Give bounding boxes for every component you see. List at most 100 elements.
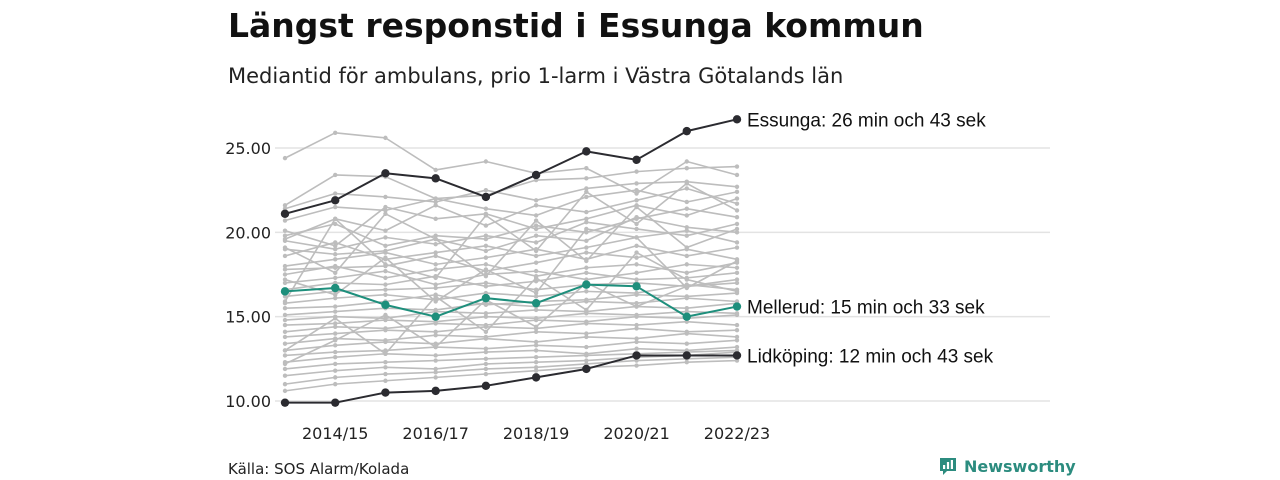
- background-series-line-point: [584, 226, 589, 232]
- background-series-line-point: [433, 321, 438, 326]
- series-essunga-point: [632, 155, 641, 165]
- background-series-line-point: [433, 358, 438, 363]
- background-series-line-point: [533, 253, 539, 259]
- background-series-line-point: [734, 172, 740, 178]
- background-series-line-point: [634, 181, 639, 186]
- background-series-line-line: [284, 216, 738, 256]
- background-series-line-line: [284, 278, 738, 298]
- background-series-line-line: [284, 197, 738, 247]
- series-lidköping-point: [682, 351, 691, 360]
- background-series-line-point: [734, 240, 740, 245]
- background-series-line-point: [433, 199, 438, 205]
- series-mellerud-point: [431, 312, 440, 321]
- series-mellerud-point: [682, 312, 691, 321]
- background-series-line-point: [734, 214, 740, 220]
- background-series-line-point: [734, 277, 740, 282]
- background-series-line-point: [282, 322, 288, 328]
- background-series-line-point: [533, 329, 539, 335]
- background-series-line-point: [634, 314, 639, 319]
- series-mellerud-point: [331, 283, 340, 293]
- background-series-line-point: [584, 258, 589, 264]
- background-series-line-point: [483, 262, 489, 267]
- background-series-line-point: [282, 366, 288, 372]
- background-series-line-point: [533, 307, 539, 313]
- background-series-line-point: [433, 370, 438, 375]
- x-tick-label: 2018/19: [503, 424, 569, 443]
- background-series-line-point: [634, 300, 639, 306]
- background-series-line-point: [483, 346, 489, 351]
- background-series-line-line: [284, 245, 738, 267]
- background-series-line-point: [634, 235, 639, 240]
- series-essunga: [280, 115, 742, 218]
- background-series-line-point: [634, 214, 639, 220]
- series-annotations: Essunga: 26 min och 43 sek Mellerud: 15 m…: [747, 110, 994, 367]
- background-series-line-point: [333, 252, 338, 257]
- background-series-line-point: [383, 292, 388, 297]
- background-series-line-point: [533, 290, 539, 296]
- background-series-line-line: [284, 332, 738, 352]
- background-series-line-point: [282, 253, 288, 259]
- background-series-line-point: [483, 314, 489, 319]
- x-tick-label: 2020/21: [603, 424, 669, 443]
- series-essunga-point: [381, 169, 390, 178]
- background-series-line-point: [433, 267, 438, 272]
- background-series-line: [282, 243, 740, 269]
- background-series-line-point: [584, 220, 589, 225]
- background-series-line-point: [734, 289, 740, 294]
- background-series-line-point: [333, 275, 338, 281]
- background-series-line-point: [684, 262, 689, 267]
- background-series-line-point: [684, 213, 689, 218]
- newsworthy-logo-icon: [940, 458, 956, 475]
- series-mellerud-point: [280, 287, 290, 296]
- background-series-line-point: [533, 268, 539, 274]
- background-series-line-line: [284, 356, 738, 385]
- background-series-line-point: [634, 221, 639, 227]
- x-tick-label: 2014/15: [302, 424, 368, 443]
- background-series-line-point: [433, 341, 438, 346]
- background-series-line-point: [433, 329, 438, 335]
- series-essunga-point: [682, 126, 691, 136]
- background-series-line-point: [584, 245, 589, 250]
- background-series-line-point: [282, 218, 288, 223]
- background-series-line-point: [282, 341, 288, 346]
- background-series-line-point: [333, 292, 338, 297]
- series-lidköping-point: [582, 364, 591, 374]
- background-series-line-point: [282, 272, 288, 277]
- brand: Newsworthy: [938, 456, 1076, 476]
- background-series-line-point: [383, 317, 388, 323]
- background-series-line: [282, 130, 740, 196]
- background-series-line-point: [533, 213, 539, 218]
- background-series-line: [282, 338, 740, 358]
- highlighted-series: [280, 115, 742, 407]
- background-series-line-point: [282, 373, 288, 378]
- background-series-line-point: [634, 336, 639, 341]
- background-series-line-point: [433, 262, 438, 267]
- background-series-line-point: [333, 172, 338, 178]
- background-series-line-point: [483, 213, 489, 218]
- background-series-line-point: [383, 339, 388, 345]
- background-series-line-point: [734, 270, 740, 276]
- background-series-line-point: [584, 331, 589, 336]
- series-lidköping-point: [732, 351, 742, 360]
- background-series-line-line: [284, 272, 738, 291]
- background-series-line-point: [282, 361, 288, 367]
- background-series-line-point: [333, 130, 338, 136]
- background-series-line-point: [383, 268, 388, 274]
- background-series-line-point: [684, 245, 689, 250]
- background-series-line-point: [333, 349, 338, 355]
- background-series-line-point: [584, 265, 589, 270]
- background-series-line-point: [634, 198, 639, 203]
- background-series-line-line: [284, 320, 738, 338]
- background-series-line-point: [433, 241, 438, 247]
- background-series-line-point: [634, 250, 639, 255]
- background-series-line-line: [284, 189, 738, 222]
- background-series-line-point: [634, 277, 639, 282]
- background-series-line-point: [634, 322, 639, 328]
- background-series-line-point: [634, 270, 639, 276]
- background-series-line-point: [433, 275, 438, 281]
- background-series-line-point: [383, 135, 388, 141]
- background-series-line-point: [734, 258, 740, 264]
- background-series-line: [282, 187, 740, 223]
- series-essunga-point: [732, 115, 742, 124]
- series-label: Essunga: 26 min och 43 sek: [747, 110, 986, 131]
